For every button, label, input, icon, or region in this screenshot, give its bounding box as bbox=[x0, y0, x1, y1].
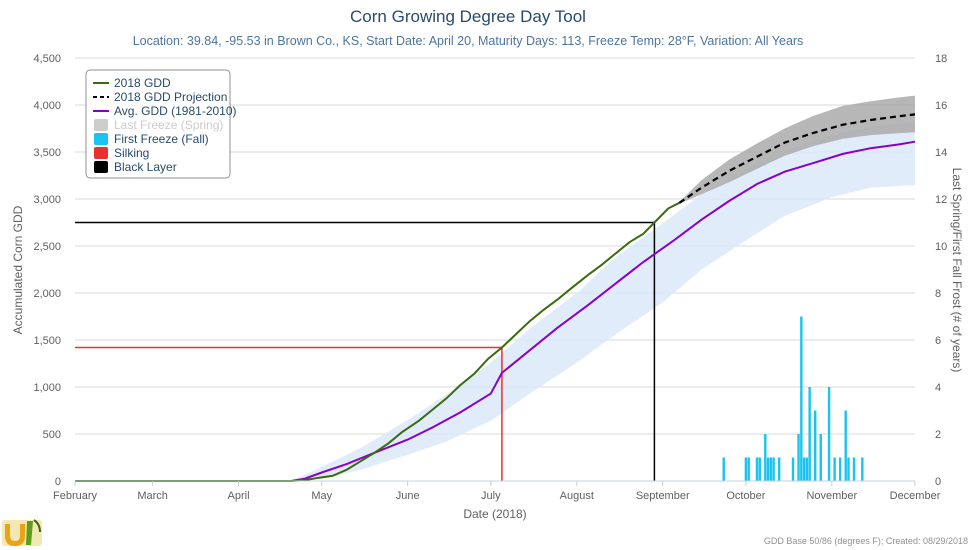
legend-label: Last Freeze (Spring) bbox=[114, 118, 223, 132]
first-freeze-bar bbox=[800, 316, 803, 481]
x-tick-label: July bbox=[481, 490, 501, 502]
first-freeze-bar bbox=[833, 457, 836, 481]
first-freeze-bar bbox=[805, 457, 809, 481]
x-tick-labels: February March April May June July August Septe… bbox=[53, 490, 941, 502]
x-tick-label: November bbox=[806, 490, 857, 502]
legend-label: Black Layer bbox=[114, 160, 177, 174]
legend-box bbox=[85, 69, 231, 179]
legend-label: 2018 GDD Projection bbox=[114, 90, 227, 104]
first-freeze-bar bbox=[802, 457, 806, 481]
first-freeze-bar bbox=[847, 457, 850, 481]
y2-tick-label: 8 bbox=[935, 288, 941, 300]
first-freeze-bar bbox=[747, 457, 750, 481]
logo-leaf bbox=[33, 519, 41, 533]
y2-tick-label: 10 bbox=[935, 241, 947, 253]
legend-label: 2018 GDD bbox=[114, 76, 171, 90]
chart-subtitle: Location: 39.84, -95.53 in Brown Co., KS… bbox=[133, 34, 804, 48]
x-tick-label: December bbox=[890, 490, 941, 502]
y2-tick-label: 16 bbox=[935, 100, 947, 112]
first-freeze-bar bbox=[797, 434, 800, 481]
first-freeze-bar bbox=[766, 457, 770, 481]
x-tick-label: February bbox=[53, 490, 98, 502]
first-freeze-bar bbox=[758, 457, 761, 481]
x-tick-label: April bbox=[228, 490, 250, 502]
first-freeze-bar bbox=[827, 387, 831, 481]
series-lines bbox=[75, 113, 916, 482]
y2-tick-label: 4 bbox=[935, 382, 941, 394]
y2-tick-label: 0 bbox=[935, 476, 941, 488]
first-freeze-bar bbox=[769, 457, 773, 481]
first-freeze-bar bbox=[819, 434, 822, 481]
y2-tick-labels: 0 2 4 6 8 10 12 14 16 18 bbox=[935, 53, 947, 488]
legend-label: First Freeze (Fall) bbox=[114, 132, 209, 146]
y-tick-label: 2,500 bbox=[33, 241, 61, 253]
y2-tick-label: 14 bbox=[935, 147, 947, 159]
y2-tick-label: 18 bbox=[935, 53, 947, 65]
x-tick-label: June bbox=[396, 490, 420, 502]
logo-mark-u bbox=[5, 524, 25, 546]
first-freeze-bars bbox=[722, 316, 864, 481]
y-tick-label: 4,000 bbox=[33, 100, 61, 112]
first-freeze-bar bbox=[755, 457, 759, 481]
x-tick-label: October bbox=[726, 490, 765, 502]
first-freeze-bar bbox=[813, 410, 817, 481]
y2-axis-title: Last Spring/First Fall Frost (# of years… bbox=[950, 168, 964, 373]
footer-credit: GDD Base 50/86 (degrees F); Created: 08/… bbox=[764, 536, 968, 546]
y-tick-label: 1,000 bbox=[33, 382, 61, 394]
logo-mark-i bbox=[26, 521, 33, 545]
y-tick-label: 1,500 bbox=[33, 335, 61, 347]
legend-label: Avg. GDD (1981-2010) bbox=[114, 104, 237, 118]
x-tick-label: March bbox=[137, 490, 168, 502]
axes bbox=[74, 480, 916, 486]
y-tick-label: 2,000 bbox=[33, 288, 61, 300]
avg-gdd-range-band bbox=[291, 121, 915, 482]
first-freeze-bar bbox=[844, 410, 847, 481]
y2-tick-label: 6 bbox=[935, 335, 941, 347]
first-freeze-bar bbox=[764, 434, 767, 481]
gdd-2018-line bbox=[75, 201, 680, 482]
first-freeze-bar bbox=[777, 457, 781, 481]
gdd-projection-line bbox=[678, 113, 916, 204]
y-tick-labels: 0 500 1,000 1,500 2,000 2,500 3,000 3,500 4,000 4… bbox=[33, 53, 61, 488]
legend-swatch bbox=[94, 147, 108, 159]
legend-swatch bbox=[94, 161, 108, 173]
first-freeze-bar bbox=[838, 457, 842, 481]
y2-tick-label: 12 bbox=[935, 194, 947, 206]
first-freeze-bar bbox=[772, 457, 775, 481]
x-tick-label: August bbox=[560, 490, 594, 502]
x-tick-label: September bbox=[636, 490, 690, 502]
ui-logo bbox=[2, 519, 42, 546]
range-bands bbox=[291, 95, 915, 482]
first-freeze-bar bbox=[861, 457, 864, 481]
first-freeze-bar bbox=[791, 457, 795, 481]
y2-tick-label: 2 bbox=[935, 429, 941, 441]
first-freeze-bar bbox=[808, 387, 811, 481]
x-axis-title: Date (2018) bbox=[463, 507, 526, 521]
y-tick-label: 3,500 bbox=[33, 147, 61, 159]
first-freeze-bar bbox=[722, 457, 725, 481]
first-freeze-bar bbox=[744, 457, 748, 481]
y-tick-label: 3,000 bbox=[33, 194, 61, 206]
legend-label: Silking bbox=[114, 146, 149, 160]
y-tick-label: 4,500 bbox=[33, 53, 61, 65]
legend-swatch bbox=[94, 133, 108, 145]
first-freeze-bar bbox=[852, 457, 856, 481]
chart-title: Corn Growing Degree Day Tool bbox=[350, 7, 586, 26]
x-tick-label: May bbox=[311, 490, 332, 502]
legend-swatch bbox=[94, 119, 108, 131]
y-tick-label: 500 bbox=[43, 429, 61, 441]
y-axis-title: Accumulated Corn GDD bbox=[11, 205, 25, 334]
y-tick-label: 0 bbox=[55, 476, 61, 488]
